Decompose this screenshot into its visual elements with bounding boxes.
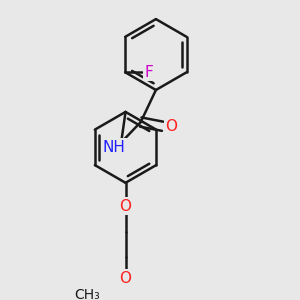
- Text: CH₃: CH₃: [74, 288, 100, 300]
- Text: F: F: [145, 65, 153, 80]
- Text: O: O: [165, 119, 177, 134]
- Text: NH: NH: [102, 140, 125, 155]
- Text: O: O: [119, 271, 131, 286]
- Text: O: O: [119, 199, 131, 214]
